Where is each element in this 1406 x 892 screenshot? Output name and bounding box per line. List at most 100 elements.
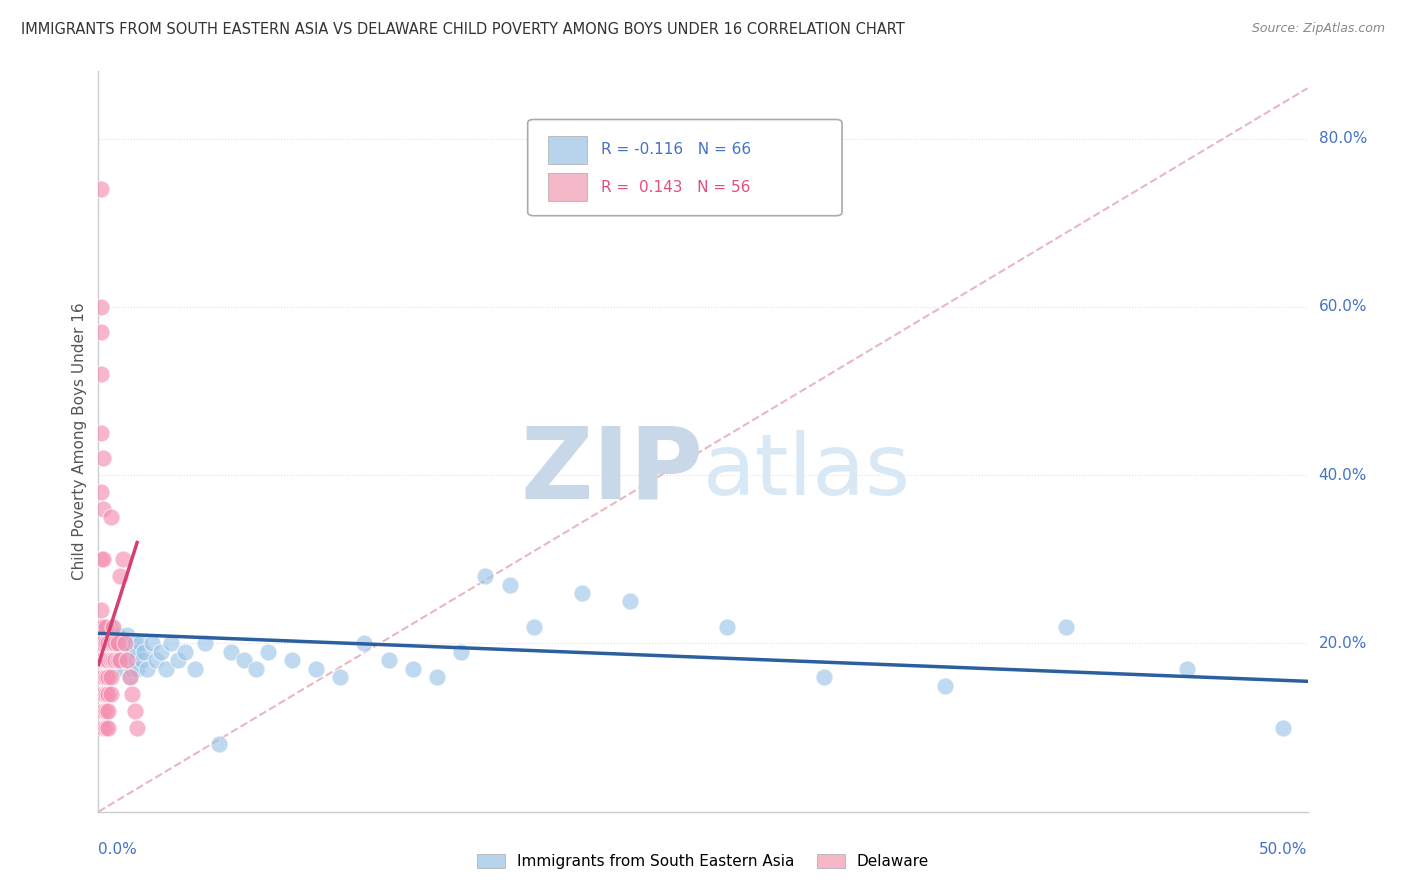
Point xyxy=(450,645,472,659)
Point xyxy=(97,653,120,667)
Point xyxy=(108,569,131,583)
Point xyxy=(111,662,134,676)
Point xyxy=(155,662,177,676)
Point xyxy=(94,704,117,718)
Point xyxy=(114,636,136,650)
Point xyxy=(353,636,375,650)
Point xyxy=(124,636,146,650)
Point xyxy=(111,552,134,566)
Point xyxy=(117,645,139,659)
Point xyxy=(100,636,122,650)
Point xyxy=(87,619,110,633)
Y-axis label: Child Poverty Among Boys Under 16: Child Poverty Among Boys Under 16 xyxy=(72,302,87,581)
Point xyxy=(402,662,425,676)
Point xyxy=(221,645,243,659)
Point xyxy=(1054,619,1077,633)
Point xyxy=(107,636,129,650)
Point xyxy=(104,653,127,667)
Point xyxy=(97,670,120,684)
Point xyxy=(91,687,114,701)
Point xyxy=(498,577,520,591)
Point xyxy=(100,636,122,650)
Point xyxy=(97,636,120,650)
Text: 80.0%: 80.0% xyxy=(1319,131,1367,146)
Point xyxy=(232,653,254,667)
Text: atlas: atlas xyxy=(703,430,911,513)
Point xyxy=(91,552,114,566)
Point xyxy=(91,451,114,466)
Point xyxy=(121,662,143,676)
Point xyxy=(94,636,117,650)
Point xyxy=(90,182,112,196)
Point xyxy=(104,636,127,650)
FancyBboxPatch shape xyxy=(527,120,842,216)
Bar xyxy=(548,173,586,202)
Point xyxy=(167,653,190,667)
Point xyxy=(90,368,112,382)
Point xyxy=(117,628,139,642)
Point xyxy=(135,662,157,676)
Point xyxy=(87,636,110,650)
Point xyxy=(104,653,127,667)
Point xyxy=(184,662,207,676)
Point xyxy=(114,653,136,667)
Point xyxy=(108,653,131,667)
Point xyxy=(127,721,149,735)
Point xyxy=(94,653,117,667)
Point xyxy=(619,594,641,608)
Point xyxy=(94,687,117,701)
Point xyxy=(716,619,738,633)
Text: 20.0%: 20.0% xyxy=(1319,636,1367,651)
Point xyxy=(91,670,114,684)
Point xyxy=(117,653,139,667)
Text: Source: ZipAtlas.com: Source: ZipAtlas.com xyxy=(1251,22,1385,36)
Point xyxy=(97,721,120,735)
Point xyxy=(256,645,278,659)
Point xyxy=(97,645,120,659)
Point xyxy=(127,662,149,676)
Point xyxy=(90,300,112,314)
Point xyxy=(94,721,117,735)
Point xyxy=(91,619,114,633)
Point xyxy=(571,586,593,600)
Point xyxy=(91,653,114,667)
Point xyxy=(134,645,156,659)
Text: 40.0%: 40.0% xyxy=(1319,467,1367,483)
Point xyxy=(150,645,173,659)
Point xyxy=(107,628,129,642)
Point xyxy=(100,687,122,701)
Point xyxy=(91,501,114,516)
Point xyxy=(94,670,117,684)
Point xyxy=(124,653,146,667)
Point xyxy=(174,645,197,659)
Point xyxy=(128,636,150,650)
Point xyxy=(813,670,835,684)
Point xyxy=(121,687,143,701)
Point xyxy=(934,679,956,693)
Point xyxy=(118,653,141,667)
Point xyxy=(474,569,496,583)
Point xyxy=(97,628,120,642)
Point xyxy=(426,670,449,684)
Point xyxy=(101,662,124,676)
Point xyxy=(108,636,131,650)
Text: R =  0.143   N = 56: R = 0.143 N = 56 xyxy=(602,179,751,194)
Point xyxy=(131,653,153,667)
Point xyxy=(101,645,124,659)
Point xyxy=(107,653,129,667)
Point xyxy=(97,704,120,718)
Point xyxy=(90,485,112,500)
Point xyxy=(101,636,124,650)
Point xyxy=(94,653,117,667)
Point xyxy=(94,619,117,633)
Point xyxy=(118,670,141,684)
Text: 0.0%: 0.0% xyxy=(98,842,138,857)
Point xyxy=(90,325,112,339)
Point xyxy=(91,721,114,735)
Point xyxy=(91,619,114,633)
Point xyxy=(111,645,134,659)
Point xyxy=(118,670,141,684)
Point xyxy=(101,653,124,667)
Point xyxy=(1272,721,1295,735)
Legend: Immigrants from South Eastern Asia, Delaware: Immigrants from South Eastern Asia, Dela… xyxy=(471,848,935,875)
